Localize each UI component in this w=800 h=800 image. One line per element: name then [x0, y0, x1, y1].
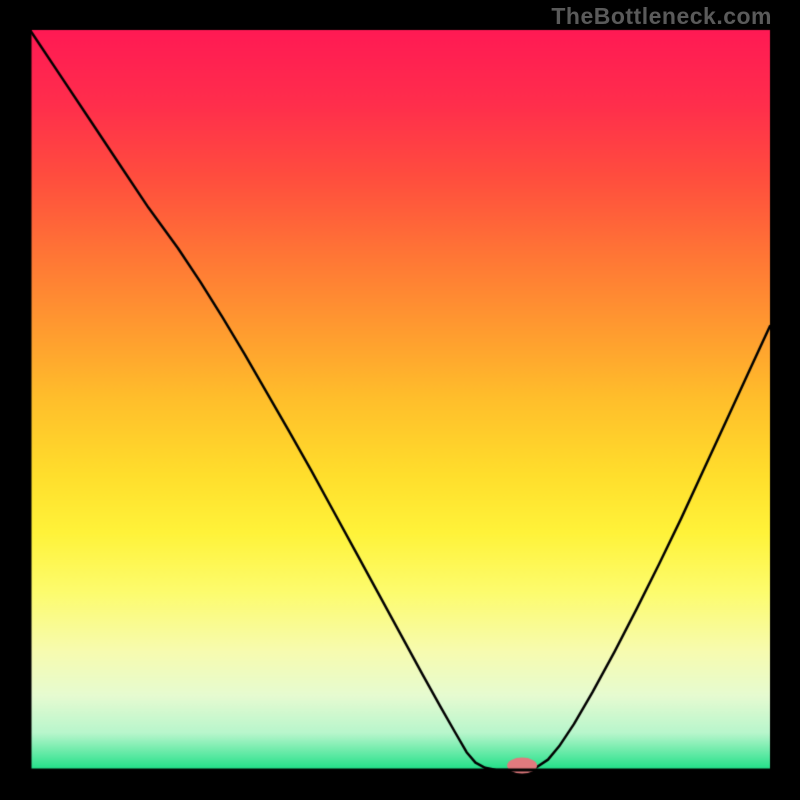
watermark-text: TheBottleneck.com — [551, 3, 772, 30]
bottleneck-chart-canvas — [0, 0, 800, 800]
chart-stage: TheBottleneck.com — [0, 0, 800, 800]
